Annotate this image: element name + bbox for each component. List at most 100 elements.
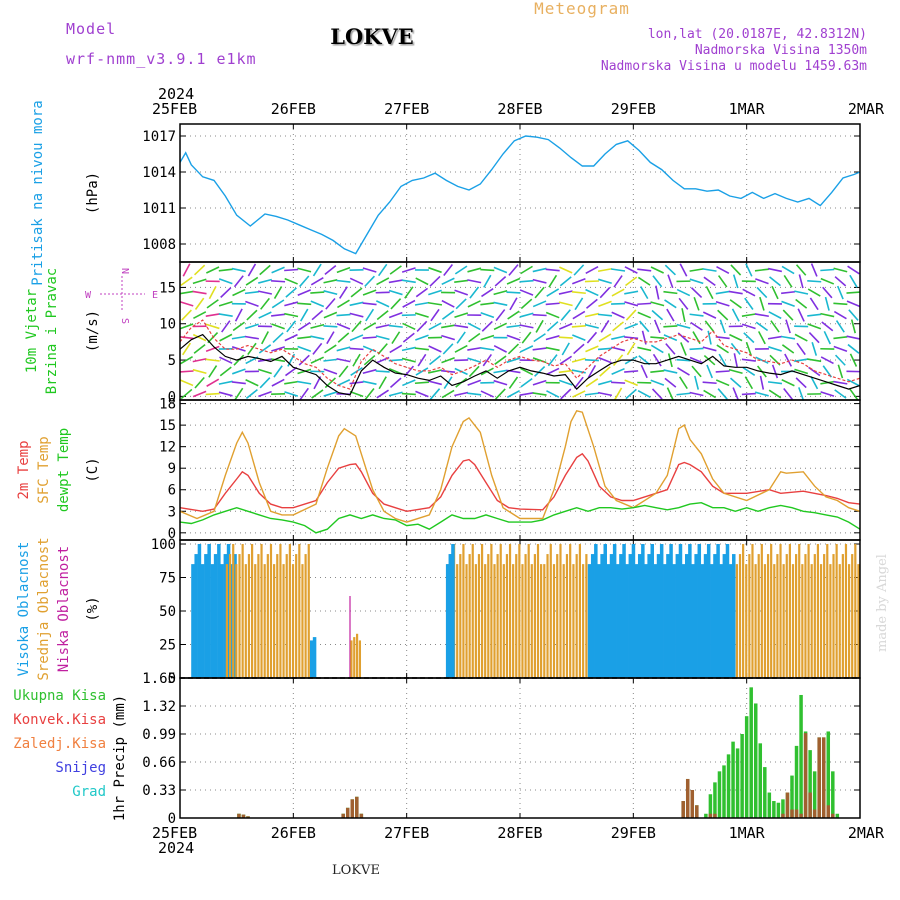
- wind-arrow: [729, 333, 743, 342]
- wind-arrow: [677, 367, 690, 376]
- wind-arrow: [599, 286, 611, 299]
- precip-bar-conv: [685, 778, 690, 818]
- wind-arrow: [401, 267, 416, 273]
- cloud-bar-high: [606, 564, 611, 678]
- wind-arrow: [244, 335, 259, 340]
- cloud-bar-mid: [788, 544, 791, 678]
- wind-arrow: [323, 358, 338, 362]
- wind-arrow: [234, 387, 244, 401]
- precip-bar-conv: [808, 792, 812, 818]
- wind-arrow: [781, 335, 796, 340]
- x-tick-label-top: 26FEB: [271, 100, 316, 118]
- cloud-bar-mid: [760, 544, 763, 678]
- precip-bar-total: [831, 771, 835, 818]
- y-tick-label: 25: [159, 638, 176, 654]
- wind-arrow: [427, 369, 443, 374]
- cloud-bar-mid: [474, 564, 477, 678]
- panel-ylabel: dewpt Temp: [56, 428, 72, 512]
- cloud-bar-high: [659, 544, 664, 678]
- wind-arrow: [284, 301, 299, 307]
- wind-arrow: [534, 366, 546, 377]
- cloud-bar-mid: [291, 564, 295, 678]
- wind-arrow: [611, 311, 625, 319]
- wind-arrow: [820, 356, 834, 365]
- wind-arrow: [323, 290, 338, 296]
- wind-arrow: [337, 332, 350, 343]
- wind-arrow: [795, 264, 807, 276]
- wind-arrow: [754, 391, 769, 397]
- series-line-temp: [179, 452, 861, 513]
- precip-bar-total: [704, 813, 708, 818]
- wind-arrow: [323, 325, 338, 328]
- wind-arrow: [247, 342, 257, 356]
- wind-arrow: [689, 356, 704, 364]
- wind-arrow: [663, 325, 678, 328]
- wind-arrow: [454, 265, 468, 275]
- cloud-bar-mid: [773, 564, 776, 678]
- wind-arrow: [506, 357, 521, 364]
- wind-arrow: [480, 302, 495, 306]
- wind-arrow: [519, 289, 534, 296]
- wind-arrow: [598, 333, 612, 342]
- wind-arrow: [585, 345, 599, 353]
- wind-arrow: [455, 298, 467, 310]
- wind-arrow: [401, 392, 416, 396]
- wind-arrow: [404, 286, 414, 299]
- wind-arrow: [336, 346, 351, 352]
- wind-arrow: [180, 276, 193, 287]
- wind-arrow: [377, 263, 388, 277]
- wind-arrow: [454, 391, 469, 397]
- wind-arrow: [833, 336, 848, 340]
- cloud-bar-high: [719, 564, 723, 678]
- wind-arrow: [651, 388, 663, 400]
- cloud-bar-high: [616, 564, 620, 678]
- wind-arrow: [637, 389, 651, 399]
- cloud-bar-mid: [543, 564, 546, 678]
- wind-arrow: [848, 387, 859, 401]
- wind-arrow: [192, 357, 207, 363]
- wind-arrow: [676, 288, 691, 297]
- wind-arrow: [598, 300, 612, 308]
- wind-arrow: [820, 391, 835, 397]
- wind-arrow: [676, 323, 691, 329]
- wind-arrow: [585, 298, 598, 309]
- wind-arrow: [532, 313, 547, 317]
- wind-arrow: [809, 297, 819, 311]
- cloud-bar-mid: [540, 564, 543, 678]
- wind-arrow: [401, 357, 416, 363]
- panel-unit: 1hr Precip (mm): [112, 695, 128, 821]
- cloud-bar-mid: [521, 564, 524, 678]
- wind-arrow: [310, 356, 324, 364]
- cloud-bar-mid: [742, 544, 745, 678]
- wind-arrow: [414, 347, 429, 351]
- wind-arrow: [732, 387, 740, 401]
- cloud-bar-high: [600, 554, 604, 678]
- wind-arrow: [336, 357, 351, 363]
- precip-bar-total: [808, 750, 812, 818]
- wind-arrow: [415, 277, 429, 286]
- wind-arrow: [509, 297, 518, 311]
- precip-bar-total: [763, 767, 767, 818]
- cloud-bar-mid: [851, 554, 854, 678]
- panel-temp: 0 3 6 9 12 15 18 2m Temp SFC Temp dewpt Temp (C): [16, 397, 861, 542]
- wind-arrow: [519, 345, 534, 353]
- wind-arrow: [494, 276, 507, 287]
- cloud-bar-mid: [241, 544, 244, 678]
- wind-arrow: [519, 312, 534, 318]
- precip-bar-total: [799, 694, 803, 818]
- cloud-bar-high: [210, 564, 215, 678]
- cloud-bar-mid: [854, 544, 857, 678]
- wind-arrow: [741, 392, 756, 396]
- wind-arrow: [847, 265, 860, 275]
- cloud-bar-mid: [225, 564, 229, 678]
- wind-arrow: [179, 336, 194, 340]
- precip-bar-total: [767, 792, 772, 818]
- wind-arrow: [745, 263, 753, 277]
- cloud-bar-high: [223, 554, 228, 678]
- precip-bar-total: [740, 734, 744, 818]
- wind-arrow: [624, 370, 639, 373]
- cloud-bar-mid: [480, 544, 484, 678]
- x-tick-label-top: 1MAR: [729, 100, 766, 118]
- wind-arrow: [834, 276, 847, 287]
- cloud-bar-mid: [770, 544, 773, 678]
